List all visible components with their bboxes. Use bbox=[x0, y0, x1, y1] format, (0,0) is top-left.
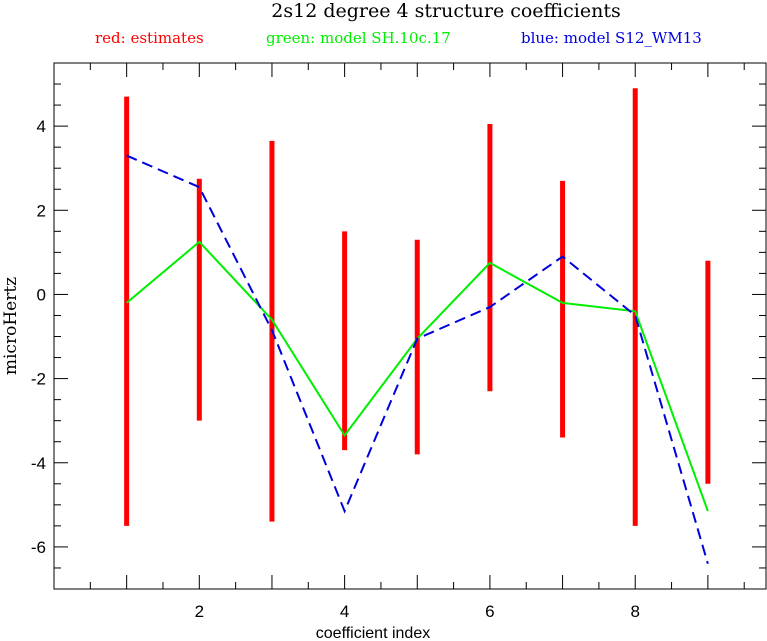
y-axis-label: microHertz bbox=[1, 277, 21, 375]
legend-estimates: red: estimates bbox=[95, 29, 204, 47]
x-axis-label: coefficient index bbox=[316, 625, 430, 641]
plot-frame bbox=[53, 62, 767, 590]
y-tick-label: 4 bbox=[37, 117, 46, 136]
axis-ticks bbox=[54, 62, 766, 590]
chart-title: 2s12 degree 4 structure coefficients bbox=[271, 0, 620, 22]
legend-model-s12: blue: model S12_WM13 bbox=[521, 29, 702, 47]
legend-model-sh: green: model SH.10c.17 bbox=[266, 29, 451, 47]
error-bars bbox=[124, 88, 711, 526]
x-tick-label: 6 bbox=[485, 602, 494, 621]
series-lines bbox=[126, 154, 709, 565]
y-tick-label: -2 bbox=[31, 370, 46, 389]
y-tick-label: 2 bbox=[37, 201, 46, 220]
x-tick-label: 8 bbox=[630, 602, 639, 621]
x-tick-labels: 2 4 6 8 bbox=[195, 602, 640, 621]
series-line-s12wm13 bbox=[126, 154, 709, 565]
y-tick-label: -4 bbox=[31, 454, 46, 473]
y-tick-labels: -6 -4 -2 0 2 4 bbox=[31, 117, 46, 557]
x-tick-label: 2 bbox=[195, 602, 204, 621]
x-tick-label: 4 bbox=[340, 602, 349, 621]
y-tick-label: 0 bbox=[37, 285, 46, 304]
y-tick-label: -6 bbox=[31, 538, 46, 557]
